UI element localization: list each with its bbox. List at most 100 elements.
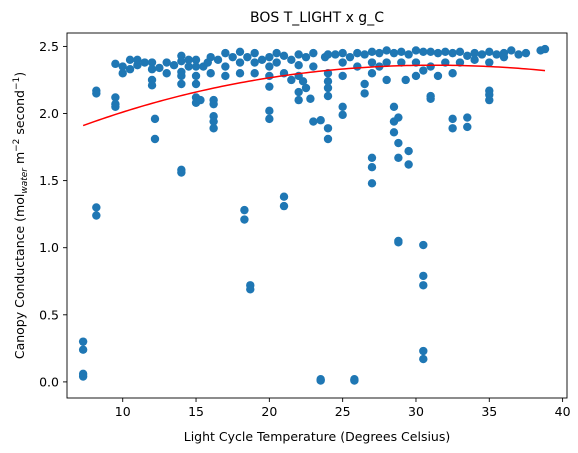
data-point <box>177 71 186 81</box>
data-point <box>394 113 403 122</box>
data-point <box>338 102 347 112</box>
x-tick-label: 25 <box>335 404 351 419</box>
data-point <box>235 47 245 56</box>
data-point <box>209 99 218 109</box>
data-point <box>521 48 531 58</box>
data-point <box>150 134 160 144</box>
x-tick-label: 35 <box>481 404 497 419</box>
data-point <box>162 58 171 67</box>
data-point <box>294 61 303 70</box>
data-point <box>485 58 494 67</box>
data-point <box>316 376 325 385</box>
data-point <box>323 83 333 93</box>
data-point <box>394 238 403 247</box>
data-point <box>272 48 281 58</box>
data-point <box>367 69 377 78</box>
data-point <box>338 71 347 81</box>
data-point <box>404 146 413 156</box>
data-point <box>367 153 377 162</box>
data-point <box>323 91 333 101</box>
data-point <box>177 79 186 89</box>
data-point <box>470 55 479 65</box>
data-point <box>477 50 487 59</box>
data-point <box>118 62 127 71</box>
data-point <box>228 52 237 62</box>
data-point <box>389 48 399 58</box>
data-point <box>499 52 509 62</box>
data-point <box>353 62 362 71</box>
data-point <box>125 65 135 74</box>
y-axis-label-mid: m <box>12 152 27 168</box>
data-point <box>367 162 377 172</box>
data-point <box>294 95 303 105</box>
fit-curve <box>82 64 546 127</box>
data-point <box>323 134 333 144</box>
data-point <box>492 50 501 59</box>
y-axis-label-sup2: −1 <box>12 77 22 90</box>
data-point <box>111 59 120 69</box>
data-point <box>433 48 443 58</box>
data-point <box>382 58 391 67</box>
data-point <box>375 48 384 58</box>
data-point <box>419 346 428 356</box>
data-point <box>463 51 472 61</box>
data-point <box>345 52 355 62</box>
chart-title: BOS T_LIGHT x g_C <box>250 10 384 26</box>
data-point <box>250 58 259 67</box>
data-point <box>455 47 465 56</box>
data-point <box>323 50 333 59</box>
data-point <box>92 211 101 220</box>
data-point <box>92 89 101 98</box>
data-point <box>316 116 325 125</box>
data-point <box>221 71 230 81</box>
plot-frame <box>66 32 568 399</box>
data-point <box>514 50 523 59</box>
data-point <box>246 285 255 294</box>
data-point <box>426 62 435 71</box>
y-axis-label-sub: water <box>20 167 30 194</box>
data-point <box>294 50 303 59</box>
data-point <box>209 117 218 126</box>
data-point <box>448 114 457 124</box>
data-point <box>279 192 289 201</box>
data-point <box>147 81 157 90</box>
y-axis-label-prefix: Canopy Conductance (mol <box>12 194 27 360</box>
data-point <box>540 44 550 54</box>
data-point <box>250 69 259 78</box>
data-point <box>155 63 164 73</box>
data-point <box>147 58 157 67</box>
y-axis-label-mid2: second <box>12 90 27 139</box>
data-point <box>184 62 193 71</box>
data-point <box>92 203 101 212</box>
data-point <box>265 114 274 124</box>
data-point <box>426 47 435 56</box>
data-point <box>78 345 88 354</box>
data-point <box>338 48 347 58</box>
data-point <box>301 83 311 93</box>
y-axis-label: Canopy Conductance (molwater m−2 second−… <box>12 72 30 359</box>
data-point <box>338 58 347 67</box>
data-point <box>309 62 318 71</box>
x-tick-label: 15 <box>188 404 204 419</box>
data-point <box>394 153 403 162</box>
data-point <box>382 46 391 55</box>
data-point <box>485 47 494 56</box>
data-point <box>382 75 391 85</box>
data-point <box>463 113 472 122</box>
data-point <box>184 55 193 65</box>
data-point <box>196 95 205 105</box>
data-point <box>367 47 377 56</box>
data-point <box>397 58 406 67</box>
data-point <box>394 138 403 148</box>
data-point <box>133 55 142 65</box>
y-axis-label-sup1: −2 <box>12 139 22 152</box>
data-point <box>331 50 340 59</box>
data-point <box>150 114 160 124</box>
data-point <box>118 69 127 78</box>
y-tick-label: 1.5 <box>39 173 59 188</box>
data-point <box>323 124 333 133</box>
data-point <box>243 52 252 62</box>
data-point <box>294 87 303 97</box>
data-point <box>257 55 267 65</box>
